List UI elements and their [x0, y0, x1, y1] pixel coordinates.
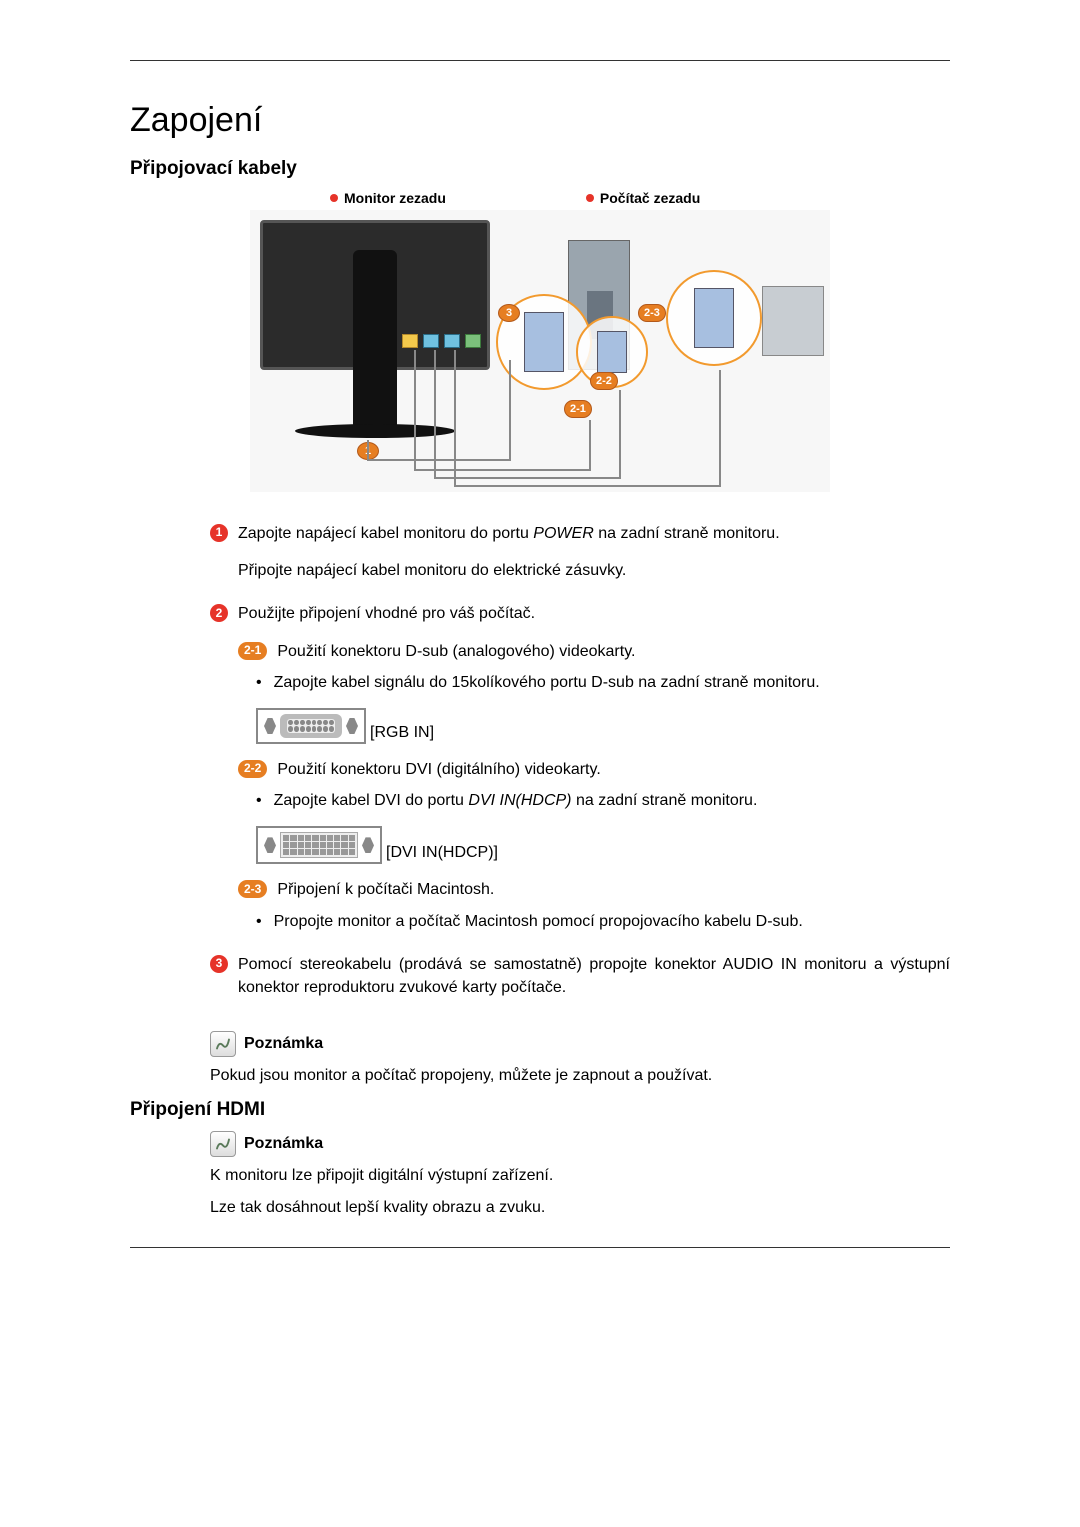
note-icon [210, 1131, 236, 1157]
step-3: 3 Pomocí stereokabelu (prodává se samost… [210, 953, 950, 1013]
step-number-3: 3 [210, 955, 228, 973]
section-hdmi-title: Připojení HDMI [130, 1099, 950, 1121]
caption-pc: Počítač zezadu [586, 190, 700, 206]
step-2-1: 2-1 Použití konektoru D-sub (analogového… [238, 640, 950, 663]
bullet-dot-icon: • [256, 789, 262, 812]
bottom-rule [130, 1247, 950, 1248]
diagram-illustration: 1 3 2-1 2-2 2-3 [250, 210, 830, 492]
section-connecting-cables-title: Připojovací kabely [130, 158, 950, 180]
step-2-2-title: Použití konektoru DVI (digitálního) vide… [277, 761, 600, 778]
step-2-3-bullet: • Propojte monitor a počítač Macintosh p… [256, 910, 950, 933]
step-2: 2 Použijte připojení vhodné pro váš počí… [210, 602, 950, 946]
monitor-base-icon [295, 424, 455, 438]
bullet-dot-icon: • [256, 671, 262, 694]
diagram-badge-1: 1 [357, 442, 379, 460]
top-rule [130, 60, 950, 61]
step-2-2-bullet: • Zapojte kabel DVI do portu DVI IN(HDCP… [256, 789, 950, 812]
diagram-badge-2-1: 2-1 [564, 400, 592, 418]
monitor-stand-icon [353, 250, 397, 430]
dvi-in-label: [DVI IN(HDCP)] [386, 841, 498, 864]
caption-monitor: Monitor zezadu [330, 190, 446, 206]
detail-circle-3 [666, 270, 762, 366]
step-badge-2-2: 2-2 [238, 760, 267, 778]
vga-connector-icon [256, 708, 366, 744]
step-badge-2-1: 2-1 [238, 642, 267, 660]
note-1-text: Pokud jsou monitor a počítač propojeny, … [210, 1067, 950, 1085]
step-2-intro: Použijte připojení vhodné pro váš počíta… [238, 602, 950, 625]
connection-diagram: Monitor zezadu Počítač zezadu 1 3 2-1 2-… [250, 190, 830, 492]
step-number-1: 1 [210, 524, 228, 542]
steps-list: 1 Zapojte napájecí kabel monitoru do por… [210, 522, 950, 1013]
red-dot-icon [330, 194, 338, 202]
note-icon [210, 1031, 236, 1057]
caption-pc-text: Počítač zezadu [600, 190, 700, 206]
caption-monitor-text: Monitor zezadu [344, 190, 446, 206]
note-2-label: Poznámka [244, 1132, 323, 1155]
pc-desktop-icon [762, 286, 824, 356]
page-title: Zapojení [130, 101, 950, 140]
dvi-in-connector: [DVI IN(HDCP)] [256, 826, 950, 864]
diagram-badge-2-3: 2-3 [638, 304, 666, 322]
step-2-3-title: Připojení k počítači Macintosh. [277, 881, 494, 898]
note-2-block: Poznámka [210, 1131, 950, 1157]
diagram-badge-2-2: 2-2 [590, 372, 618, 390]
dvi-connector-icon [256, 826, 382, 864]
step-2-1-bullet: • Zapojte kabel signálu do 15kolíkového … [256, 671, 950, 694]
note-1-label: Poznámka [244, 1032, 323, 1055]
bullet-dot-icon: • [256, 910, 262, 933]
step-1: 1 Zapojte napájecí kabel monitoru do por… [210, 522, 950, 596]
note-1-block: Poznámka [210, 1031, 950, 1057]
step-badge-2-3: 2-3 [238, 880, 267, 898]
step-3-text: Pomocí stereokabelu (prodává se samostat… [238, 953, 950, 999]
monitor-ports-icon [402, 334, 482, 350]
step-2-1-title: Použití konektoru D-sub (analogového) vi… [277, 643, 635, 660]
rgb-in-connector: [RGB IN] [256, 708, 950, 744]
step-number-2: 2 [210, 604, 228, 622]
rgb-in-label: [RGB IN] [370, 721, 434, 744]
step-1-text-a: Zapojte napájecí kabel monitoru do portu… [238, 522, 950, 545]
step-1-text-b: Připojte napájecí kabel monitoru do elek… [238, 559, 950, 582]
red-dot-icon [586, 194, 594, 202]
note-2-text-b: Lze tak dosáhnout lepší kvality obrazu a… [210, 1199, 950, 1217]
note-2-text-a: K monitoru lze připojit digitální výstup… [210, 1167, 950, 1185]
step-2-2: 2-2 Použití konektoru DVI (digitálního) … [238, 758, 950, 781]
diagram-badge-3: 3 [498, 304, 520, 322]
step-2-3: 2-3 Připojení k počítači Macintosh. [238, 878, 950, 901]
